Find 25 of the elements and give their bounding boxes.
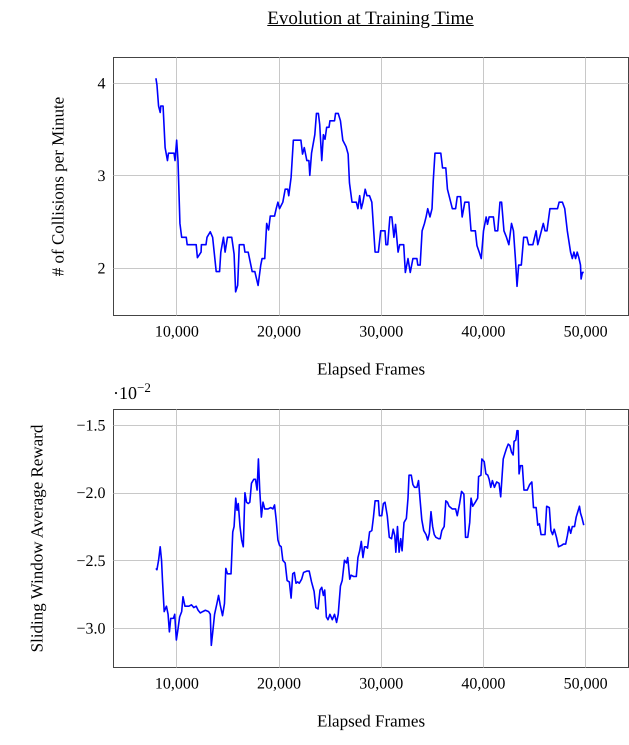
x-tick-label: 40,000 — [461, 324, 506, 340]
y-tick-label: 4 — [98, 75, 106, 92]
y-axis-title: Sliding Window Average Reward — [27, 424, 46, 652]
y-tick-label: −1.5 — [76, 418, 106, 435]
chart-title: Evolution at Training Time — [267, 8, 474, 30]
x-tick-label: 30,000 — [359, 324, 404, 340]
x-tick-label: 50,000 — [564, 324, 608, 340]
x-tick-label: 10,000 — [154, 324, 199, 340]
y-tick-label: −2.5 — [76, 552, 106, 570]
x-tick-label: 30,000 — [359, 676, 404, 692]
line-series — [155, 430, 585, 646]
x-tick-label: 10,000 — [154, 676, 199, 692]
y-tick-label: −2.0 — [76, 485, 106, 502]
y-axis-title: # of Collisions per Minute — [48, 96, 68, 276]
x-axis-title: Elapsed Frames — [316, 712, 426, 730]
text: ·10$^{−2}$ — [113, 380, 151, 404]
y-tick-label: −3.0 — [76, 620, 106, 638]
x-tick-label: 50,000 — [564, 676, 608, 692]
x-axis-title: Elapsed Frames — [316, 360, 426, 378]
x-tick-label: 20,000 — [257, 676, 302, 692]
y-tick-label: 2 — [98, 260, 106, 278]
x-tick-label: 40,000 — [461, 676, 506, 692]
line-series — [155, 77, 585, 293]
x-tick-label: 20,000 — [257, 324, 302, 340]
y-tick-label: 3 — [98, 168, 106, 185]
